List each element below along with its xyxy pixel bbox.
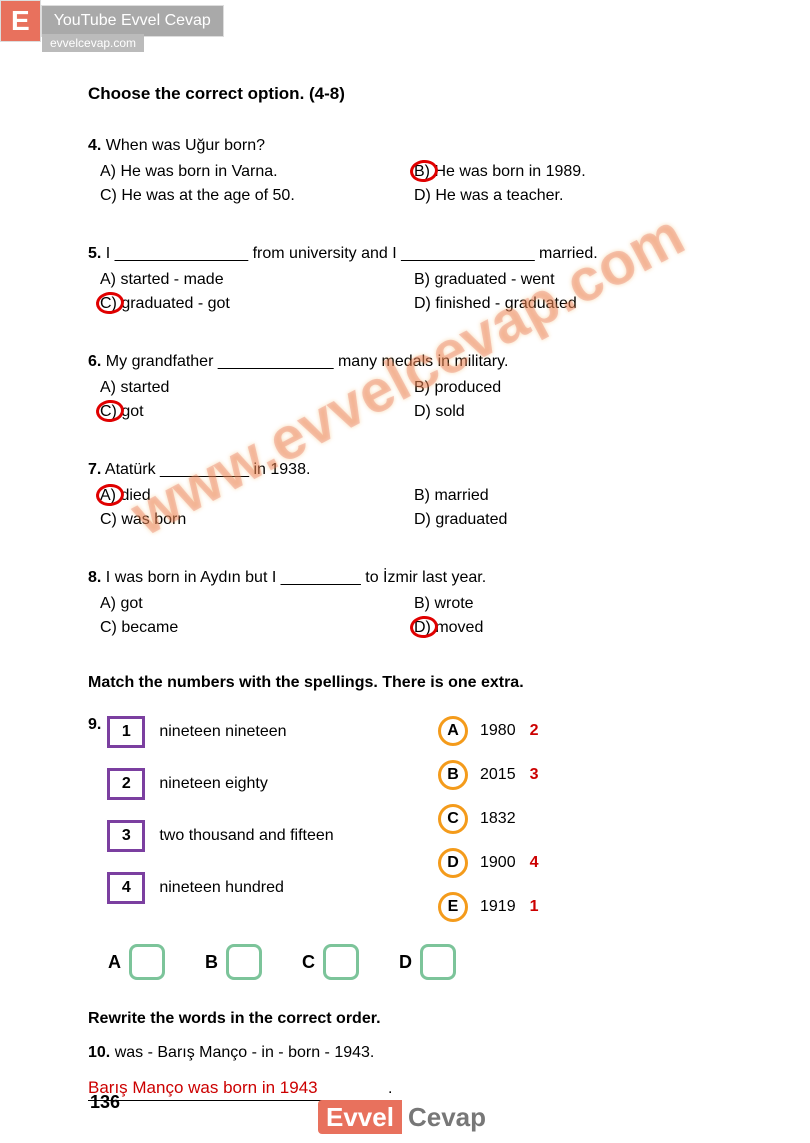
ansbox-label-b: B bbox=[205, 952, 218, 973]
ansbox-d: D bbox=[399, 944, 456, 980]
ansbox-label-a: A bbox=[108, 952, 121, 973]
spelling-3: two thousand and fifteen bbox=[159, 827, 333, 845]
q9-container: 9. 1 nineteen nineteen 2 nineteen eighty… bbox=[88, 716, 728, 924]
footer-cevap: Cevap bbox=[402, 1100, 492, 1134]
match-left-2: 2 nineteen eighty bbox=[107, 768, 333, 800]
orange-b[interactable]: B bbox=[438, 760, 468, 790]
q10-answer: Barış Manço was born in 1943 bbox=[88, 1078, 388, 1101]
q9-num: 9. bbox=[88, 716, 101, 924]
period: . bbox=[388, 1080, 392, 1097]
footer-logo: EvvelCevap bbox=[318, 1102, 492, 1133]
q5-num: 5. bbox=[88, 245, 101, 262]
q4-opt-a[interactable]: A) He was born in Varna. bbox=[100, 160, 414, 184]
year-row-d: D 1900 4 bbox=[438, 848, 539, 878]
match-left-4: 4 nineteen hundred bbox=[107, 872, 333, 904]
question-6: 6. My grandfather _____________ many med… bbox=[88, 350, 728, 424]
ansbox-b: B bbox=[205, 944, 262, 980]
ansbox-a: A bbox=[108, 944, 165, 980]
question-8: 8. I was born in Aydın but I _________ t… bbox=[88, 566, 728, 640]
year-b: 2015 bbox=[480, 766, 516, 784]
orange-d[interactable]: D bbox=[438, 848, 468, 878]
q4-opt-d[interactable]: D) He was a teacher. bbox=[414, 184, 728, 208]
purple-box-4[interactable]: 4 bbox=[107, 872, 145, 904]
year-row-c: C 1832 bbox=[438, 804, 539, 834]
q5-opt-a[interactable]: A) started - made bbox=[100, 268, 414, 292]
q7-text: Atatürk __________ in 1938. bbox=[105, 461, 311, 478]
q7-opt-b[interactable]: B) married bbox=[414, 484, 728, 508]
purple-box-1[interactable]: 1 bbox=[107, 716, 145, 748]
q6-num: 6. bbox=[88, 353, 101, 370]
q6-opt-b[interactable]: B) produced bbox=[414, 376, 728, 400]
year-a: 1980 bbox=[480, 722, 516, 740]
page-content: Choose the correct option. (4-8) 4. When… bbox=[88, 84, 728, 1101]
logo-e: E bbox=[0, 0, 41, 42]
q8-opt-b[interactable]: B) wrote bbox=[414, 592, 728, 616]
q4-opt-b[interactable]: B) He was born in 1989. bbox=[414, 160, 728, 184]
q6-opt-d[interactable]: D) sold bbox=[414, 400, 728, 424]
q8-num: 8. bbox=[88, 569, 101, 586]
match-right-col: A 1980 2 B 2015 3 C 1832 D 1900 4 E 191 bbox=[438, 716, 539, 936]
q4-text: When was Uğur born? bbox=[106, 137, 265, 154]
q8-opt-a[interactable]: A) got bbox=[100, 592, 414, 616]
q4-num: 4. bbox=[88, 137, 101, 154]
q5-opt-c[interactable]: C) graduated - got bbox=[100, 292, 414, 316]
ans-b: 3 bbox=[530, 766, 539, 784]
ans-a: 2 bbox=[530, 722, 539, 740]
page-number: 136 bbox=[90, 1092, 120, 1113]
match-left-3: 3 two thousand and fifteen bbox=[107, 820, 333, 852]
footer-evvel: Evvel bbox=[318, 1100, 402, 1134]
year-row-e: E 1919 1 bbox=[438, 892, 539, 922]
orange-e[interactable]: E bbox=[438, 892, 468, 922]
section-title: Choose the correct option. (4-8) bbox=[88, 84, 728, 104]
q7-opt-c[interactable]: C) was born bbox=[100, 508, 414, 532]
ansbox-label-c: C bbox=[302, 952, 315, 973]
green-box-c[interactable] bbox=[323, 944, 359, 980]
orange-a[interactable]: A bbox=[438, 716, 468, 746]
question-5: 5. I _______________ from university and… bbox=[88, 242, 728, 316]
green-box-b[interactable] bbox=[226, 944, 262, 980]
match-left-1: 1 nineteen nineteen bbox=[107, 716, 333, 748]
q5-opt-d[interactable]: D) finished - graduated bbox=[414, 292, 728, 316]
ans-d: 4 bbox=[530, 854, 539, 872]
year-c: 1832 bbox=[480, 810, 516, 828]
ansbox-label-d: D bbox=[399, 952, 412, 973]
question-4: 4. When was Uğur born? A) He was born in… bbox=[88, 134, 728, 208]
purple-box-2[interactable]: 2 bbox=[107, 768, 145, 800]
q5-opt-b[interactable]: B) graduated - went bbox=[414, 268, 728, 292]
question-7: 7. Atatürk __________ in 1938. A) died B… bbox=[88, 458, 728, 532]
q7-num: 7. bbox=[88, 461, 101, 478]
rewrite-title: Rewrite the words in the correct order. bbox=[88, 1010, 728, 1028]
q6-text: My grandfather _____________ many medals… bbox=[106, 353, 509, 370]
q8-opt-d[interactable]: D) moved bbox=[414, 616, 728, 640]
match-title: Match the numbers with the spellings. Th… bbox=[88, 674, 728, 692]
green-box-a[interactable] bbox=[129, 944, 165, 980]
ans-e: 1 bbox=[530, 898, 539, 916]
answer-boxes: A B C D bbox=[108, 944, 728, 980]
q7-opt-d[interactable]: D) graduated bbox=[414, 508, 728, 532]
q4-opt-c[interactable]: C) He was at the age of 50. bbox=[100, 184, 414, 208]
year-d: 1900 bbox=[480, 854, 516, 872]
year-row-a: A 1980 2 bbox=[438, 716, 539, 746]
q5-text: I _______________ from university and I … bbox=[106, 245, 598, 262]
tab-site: evvelcevap.com bbox=[42, 34, 144, 52]
ansbox-c: C bbox=[302, 944, 359, 980]
q10-text: was - Barış Manço - in - born - 1943. bbox=[115, 1044, 375, 1061]
q7-opt-a[interactable]: A) died bbox=[100, 484, 414, 508]
year-row-b: B 2015 3 bbox=[438, 760, 539, 790]
tab-youtube: YouTube Evvel Cevap bbox=[41, 5, 224, 37]
q8-text: I was born in Aydın but I _________ to İ… bbox=[106, 569, 486, 586]
q10-num: 10. bbox=[88, 1044, 110, 1061]
spelling-1: nineteen nineteen bbox=[159, 723, 286, 741]
year-e: 1919 bbox=[480, 898, 516, 916]
q6-opt-c[interactable]: C) got bbox=[100, 400, 414, 424]
spelling-4: nineteen hundred bbox=[159, 879, 284, 897]
purple-box-3[interactable]: 3 bbox=[107, 820, 145, 852]
spelling-2: nineteen eighty bbox=[159, 775, 268, 793]
green-box-d[interactable] bbox=[420, 944, 456, 980]
q8-opt-c[interactable]: C) became bbox=[100, 616, 414, 640]
orange-c[interactable]: C bbox=[438, 804, 468, 834]
q6-opt-a[interactable]: A) started bbox=[100, 376, 414, 400]
q10: 10. was - Barış Manço - in - born - 1943… bbox=[88, 1044, 728, 1062]
